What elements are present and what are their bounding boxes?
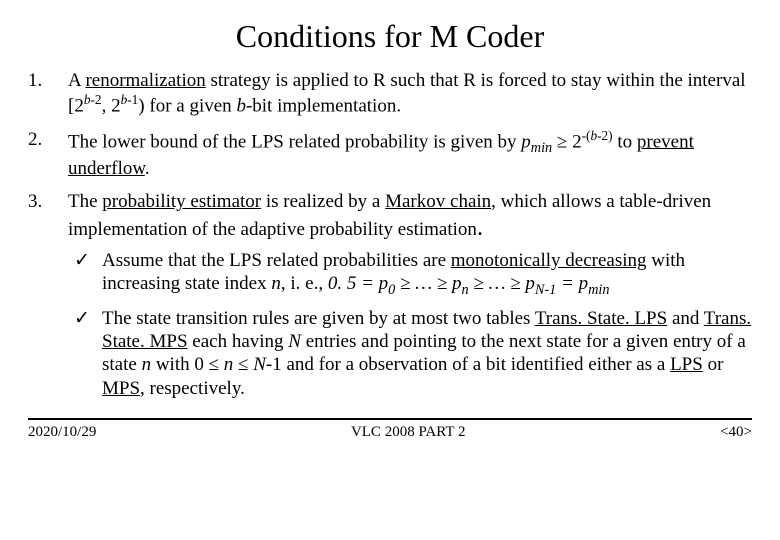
text: and (667, 308, 704, 329)
text: or (703, 354, 724, 375)
condition-1: 1. A renormalization strategy is applied… (28, 69, 752, 118)
text: -bit implementation. (246, 96, 401, 117)
text: , i. e., (281, 273, 328, 294)
text: n (462, 282, 469, 298)
text: -1 (127, 92, 138, 107)
text: ≥ 2 (552, 131, 581, 152)
text: Trans. State. LPS (535, 308, 667, 329)
text: MPS (102, 378, 140, 399)
text: to (613, 131, 637, 152)
text: . (477, 215, 483, 241)
text: probability estimator (102, 191, 261, 212)
text: -2) (597, 128, 613, 143)
text: = p (556, 273, 588, 294)
sub-body: The state transition rules are given by … (102, 307, 752, 400)
sub-body: Assume that the LPS related probabilitie… (102, 249, 752, 299)
text: is realized by a (261, 191, 385, 212)
text: The (68, 191, 102, 212)
text: min (588, 282, 609, 298)
text: -2 (90, 92, 101, 107)
text: , respectively. (140, 378, 245, 399)
text: Markov chain (385, 191, 491, 212)
text: ) for a given (138, 96, 236, 117)
item-number: 2. (28, 128, 68, 181)
text: Assume that the LPS related probabilitie… (102, 250, 451, 271)
text: 0. 5 = p (328, 273, 388, 294)
item-body: The probability estimator is realized by… (68, 190, 752, 407)
footer: 2020/10/29 VLC 2008 PART 2 <40> (28, 420, 752, 441)
text: N (253, 354, 266, 375)
text: The state transition rules are given by … (102, 308, 535, 329)
condition-2: 2. The lower bound of the LPS related pr… (28, 128, 752, 181)
text: . (145, 158, 150, 179)
check-icon: ✓ (68, 307, 102, 400)
item-body: The lower bound of the LPS related proba… (68, 128, 752, 181)
sub-item-2: ✓ The state transition rules are given b… (68, 307, 752, 400)
text: n (224, 354, 234, 375)
text: ≥ … ≥ p (469, 273, 535, 294)
text: min (531, 140, 552, 156)
check-icon: ✓ (68, 249, 102, 299)
text: N (535, 282, 545, 298)
text: ≤ (233, 354, 253, 375)
text: N (288, 331, 301, 352)
text: p (521, 131, 531, 152)
footer-date: 2020/10/29 (28, 424, 96, 441)
conditions-list: 1. A renormalization strategy is applied… (28, 69, 752, 408)
text: monotonically decreasing (451, 250, 647, 271)
text: b (236, 96, 246, 117)
text: The lower bound of the LPS related proba… (68, 131, 521, 152)
text: A (68, 70, 85, 91)
text: with 0 ≤ (151, 354, 224, 375)
text: -1 and for a observation of a bit identi… (266, 354, 670, 375)
sub-item-1: ✓ Assume that the LPS related probabilit… (68, 249, 752, 299)
text: renormalization (85, 70, 205, 91)
text: n (142, 354, 152, 375)
text: ≥ … ≥ p (395, 273, 461, 294)
footer-center: VLC 2008 PART 2 (351, 424, 466, 441)
sub-list: ✓ Assume that the LPS related probabilit… (68, 249, 752, 400)
text: n (271, 273, 281, 294)
footer-page: <40> (720, 424, 752, 441)
condition-3: 3. The probability estimator is realized… (28, 190, 752, 407)
text: each having (188, 331, 289, 352)
text: , 2 (102, 96, 121, 117)
text: -1 (544, 282, 556, 298)
item-body: A renormalization strategy is applied to… (68, 69, 752, 118)
item-number: 1. (28, 69, 68, 118)
slide-title: Conditions for M Coder (28, 18, 752, 55)
item-number: 3. (28, 190, 68, 407)
text: LPS (670, 354, 703, 375)
